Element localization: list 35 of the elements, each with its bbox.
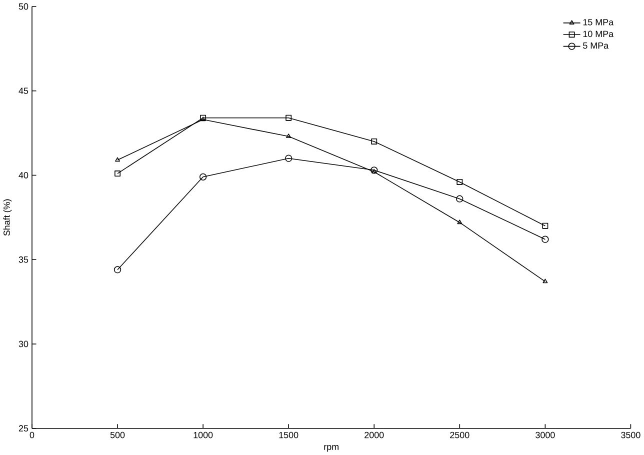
y-tick-label: 30 <box>18 340 28 348</box>
legend-label: 10 MPa <box>583 30 614 38</box>
point <box>114 266 122 274</box>
point <box>285 154 292 162</box>
legend-label: 5 MPa <box>583 42 609 49</box>
point <box>371 138 378 144</box>
point <box>286 114 292 121</box>
x-tick-label: 1000 <box>194 432 213 438</box>
point <box>370 166 378 174</box>
y-tick-label: 45 <box>18 88 28 94</box>
point <box>542 236 549 243</box>
x-tick-label: 500 <box>110 432 125 438</box>
x-tick-label: 3000 <box>536 432 555 438</box>
y-tick-label: 25 <box>18 425 28 432</box>
point <box>542 222 548 229</box>
point <box>457 220 462 224</box>
y-axis-title: Shaft (%) <box>3 199 12 236</box>
point <box>200 114 206 121</box>
y-tick-label: 40 <box>18 172 28 178</box>
x-tick-label: 3500 <box>621 432 640 438</box>
x-axis-title: rpm <box>324 445 338 452</box>
point <box>456 195 464 202</box>
point <box>199 173 207 180</box>
y-tick-label: 50 <box>18 3 28 10</box>
point <box>200 116 206 122</box>
point <box>114 170 121 177</box>
y-tick-label: 35 <box>18 256 28 263</box>
x-tick-label: 0 <box>30 432 34 438</box>
legend-label: 15 MPa <box>583 19 614 26</box>
x-tick-label: 1500 <box>279 432 298 438</box>
x-tick-label: 2500 <box>450 432 470 438</box>
point <box>286 134 292 138</box>
x-tick-label: 2000 <box>364 432 384 438</box>
point <box>372 169 377 174</box>
point <box>456 178 463 185</box>
